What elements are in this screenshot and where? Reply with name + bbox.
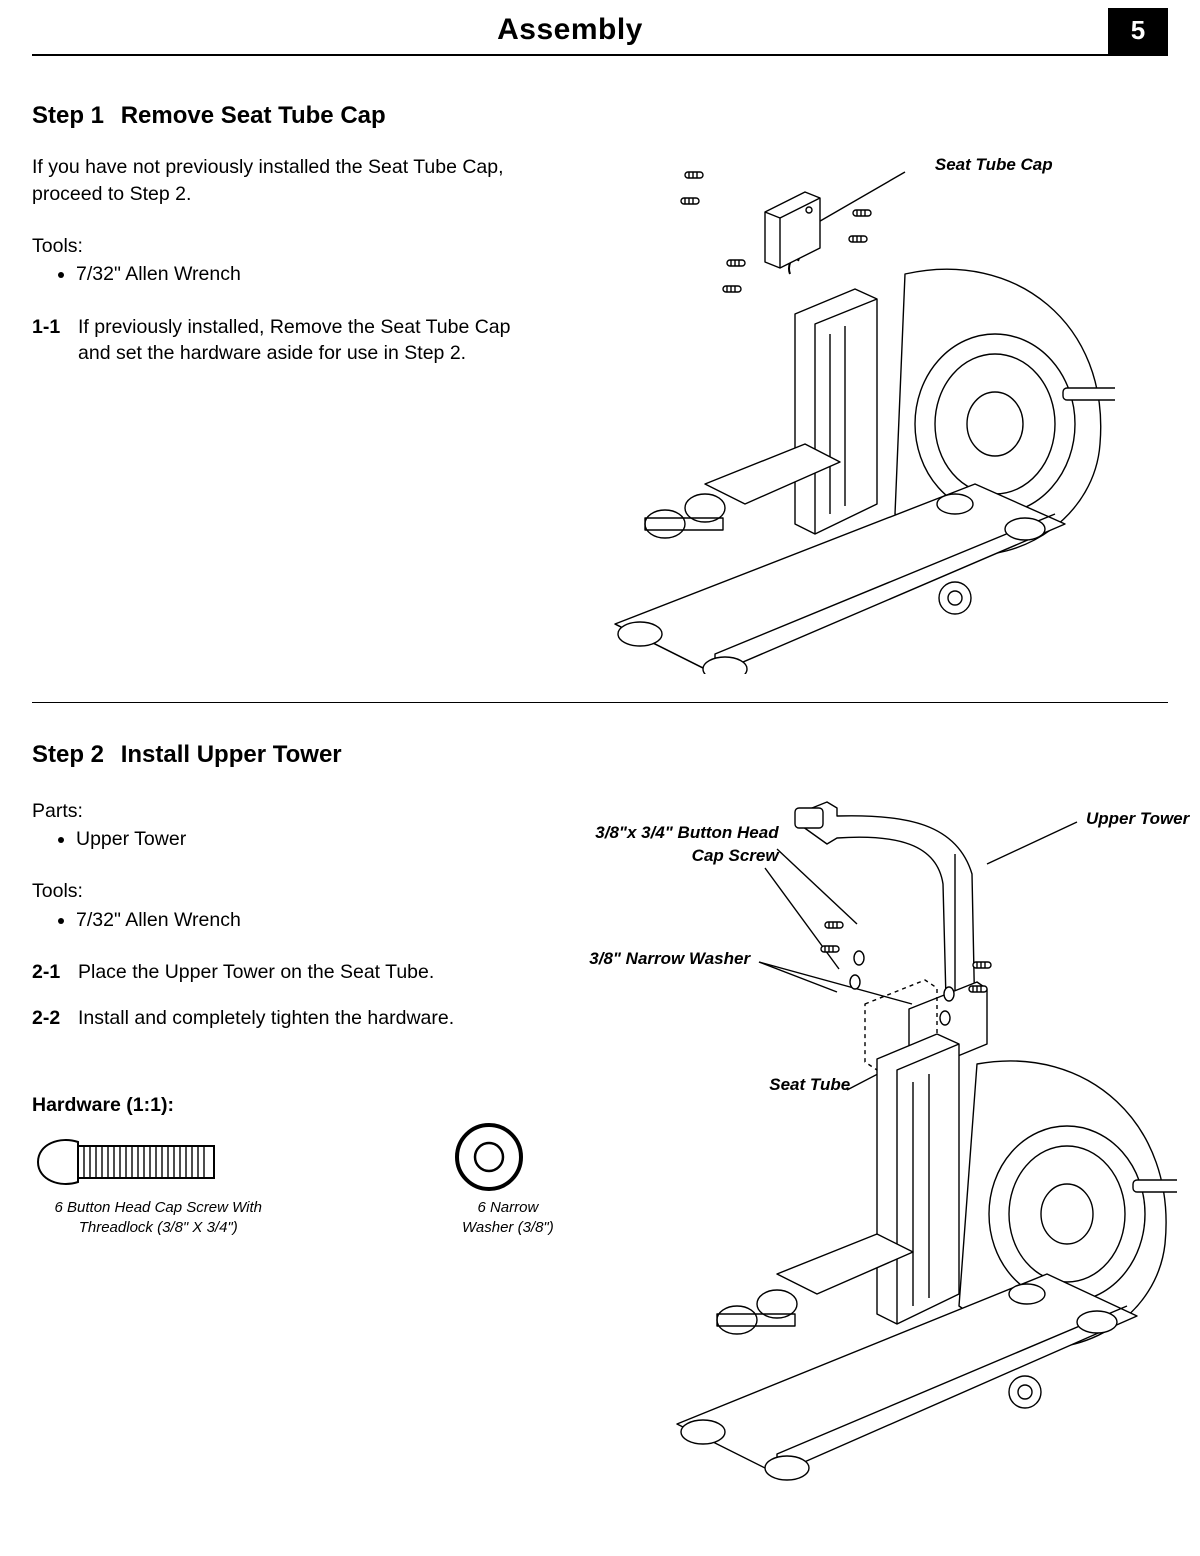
hardware-washer-caption: 6 Narrow Washer (3/8") bbox=[454, 1198, 561, 1239]
step-2-sub-2-num: 2-2 bbox=[32, 1005, 78, 1031]
callout-upper-tower: Upper Tower bbox=[1086, 808, 1189, 831]
step-1-drawing bbox=[555, 154, 1115, 674]
step-1-title: Step 1 Remove Seat Tube Cap bbox=[32, 100, 1168, 132]
step-1-sub-1-num: 1-1 bbox=[32, 314, 78, 367]
step-2-section: Step 2 Install Upper Tower Parts: Upper … bbox=[32, 702, 1168, 1493]
page-title: Assembly bbox=[32, 8, 1108, 54]
hardware-heading: Hardware (1:1): bbox=[32, 1092, 561, 1118]
step-2-text-col: Parts: Upper Tower Tools: 7/32" Allen Wr… bbox=[32, 794, 577, 1239]
step-1-lead: If you have not previously installed the… bbox=[32, 154, 539, 207]
step-1-sub-1: 1-1 If previously installed, Remove the … bbox=[32, 314, 539, 367]
callout-seat-tube-cap: Seat Tube Cap bbox=[935, 154, 1053, 177]
step-2-label: Step 2 bbox=[32, 741, 104, 768]
step-1-label: Step 1 bbox=[32, 102, 104, 129]
hardware-screw-caption: 6 Button Head Cap Screw With Threadlock … bbox=[32, 1198, 284, 1239]
hardware-row: 6 Button Head Cap Screw With Threadlock … bbox=[32, 1122, 561, 1239]
step-2-parts-label: Parts: bbox=[32, 798, 561, 824]
step-2-sub-1-text: Place the Upper Tower on the Seat Tube. bbox=[78, 959, 561, 985]
hardware-screw: 6 Button Head Cap Screw With Threadlock … bbox=[32, 1132, 284, 1239]
step-1-figure: Seat Tube Cap bbox=[555, 154, 1168, 674]
step-1-sub-1-text: If previously installed, Remove the Seat… bbox=[78, 314, 539, 367]
step-1-name: Remove Seat Tube Cap bbox=[121, 102, 386, 129]
page-number-box: 5 bbox=[1108, 8, 1168, 54]
callout-button-head-screw: 3/8"x 3/4" Button Head Cap Screw bbox=[595, 822, 778, 868]
step-2-sub-2-text: Install and completely tighten the hardw… bbox=[78, 1005, 561, 1031]
step-2-tool: 7/32" Allen Wrench bbox=[76, 907, 561, 933]
step-2-part: Upper Tower bbox=[76, 826, 561, 852]
hardware-washer: 6 Narrow Washer (3/8") bbox=[454, 1122, 561, 1239]
screw-icon bbox=[32, 1132, 222, 1192]
step-2-tools-label: Tools: bbox=[32, 878, 561, 904]
step-2-figure: Upper Tower 3/8"x 3/4" Button Head Cap S… bbox=[577, 794, 1177, 1494]
callout-narrow-washer: 3/8" Narrow Washer bbox=[589, 948, 750, 971]
step-2-sub-1: 2-1 Place the Upper Tower on the Seat Tu… bbox=[32, 959, 561, 985]
washer-icon bbox=[454, 1122, 524, 1192]
step-2-parts-list: Upper Tower bbox=[76, 826, 561, 852]
top-bar: Assembly 5 bbox=[32, 8, 1168, 56]
step-1-tool: 7/32" Allen Wrench bbox=[76, 261, 539, 287]
step-2-name: Install Upper Tower bbox=[121, 741, 342, 768]
step-1-tools-list: 7/32" Allen Wrench bbox=[76, 261, 539, 287]
step-2-sub-1-num: 2-1 bbox=[32, 959, 78, 985]
step-2-drawing bbox=[577, 794, 1177, 1494]
step-2-tools-list: 7/32" Allen Wrench bbox=[76, 907, 561, 933]
step-2-title: Step 2 Install Upper Tower bbox=[32, 739, 1168, 771]
step-2-sub-2: 2-2 Install and completely tighten the h… bbox=[32, 1005, 561, 1031]
step-1-section: Step 1 Remove Seat Tube Cap If you have … bbox=[32, 56, 1168, 674]
step-1-tools-label: Tools: bbox=[32, 233, 539, 259]
step-1-text-col: If you have not previously installed the… bbox=[32, 154, 555, 386]
callout-seat-tube: Seat Tube bbox=[769, 1074, 850, 1097]
